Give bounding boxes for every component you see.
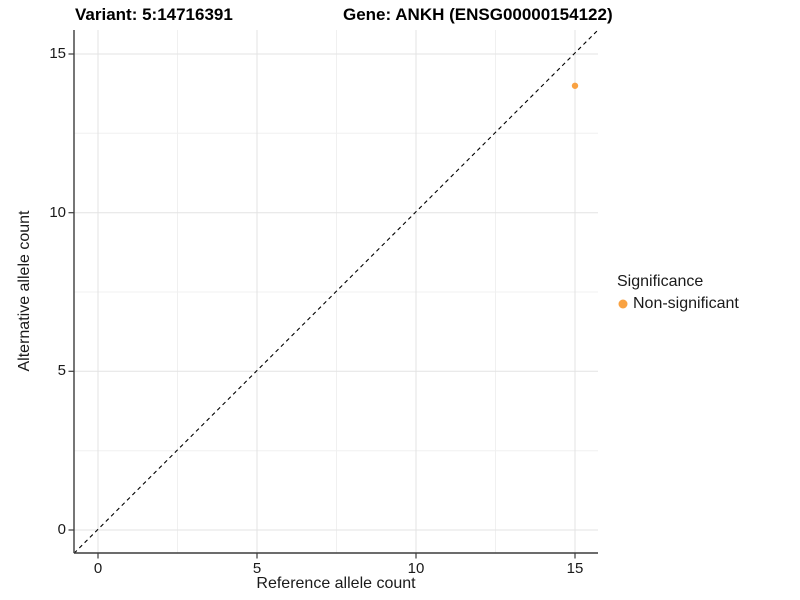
plot-title-variant: Variant: 5:14716391	[75, 5, 233, 24]
x-tick-label-10: 10	[407, 560, 425, 577]
x-axis-title: Reference allele count	[256, 575, 416, 592]
tick-marks	[68, 53, 576, 559]
data-point	[571, 82, 579, 89]
legend-item-label: Non-significant	[633, 295, 739, 312]
y-tick-label-15: 15	[49, 45, 66, 62]
major-gridlines	[74, 30, 598, 553]
y-axis-title: Alternative allele count	[16, 210, 33, 372]
legend-item-non-significant: Non-significant	[617, 294, 739, 313]
y-tick-label-10: 10	[49, 204, 66, 221]
legend-title: Significance	[617, 273, 704, 290]
x-tick-label-0: 0	[93, 560, 103, 577]
axis-lines	[73, 30, 598, 554]
legend: Significance Non-significant	[617, 272, 739, 313]
legend-dot-icon	[618, 299, 628, 308]
y-tick-label-5: 5	[57, 362, 66, 379]
minor-gridlines	[74, 30, 598, 553]
plot-title-gene: Gene: ANKH (ENSG00000154122)	[343, 5, 613, 24]
x-tick-label-5: 5	[252, 560, 262, 577]
x-tick-label-15: 15	[566, 560, 584, 577]
y-tick-label-0: 0	[57, 521, 66, 538]
identity-dashed-line	[73, 29, 599, 554]
